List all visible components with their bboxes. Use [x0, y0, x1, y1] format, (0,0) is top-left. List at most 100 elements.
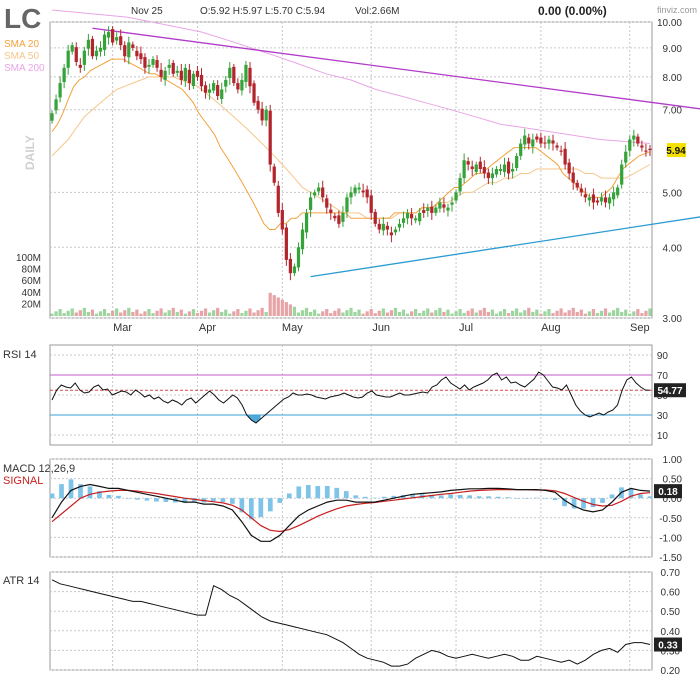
- macd-histogram-bar: [543, 498, 548, 499]
- volume-bar: [349, 307, 353, 316]
- macd-histogram-bar: [600, 498, 605, 503]
- volume-bar: [393, 307, 398, 316]
- volume-bar: [183, 313, 187, 316]
- candle-body: [482, 167, 486, 174]
- volume-bar: [361, 313, 365, 316]
- price-panel-frame: [49, 21, 653, 319]
- candle-body: [434, 207, 438, 213]
- volume-bar: [575, 311, 579, 316]
- candle-body: [535, 136, 539, 140]
- candle-body: [212, 83, 216, 91]
- candle-body: [361, 190, 365, 193]
- volume-bar: [595, 313, 600, 316]
- macd-tick-label: -0.50: [659, 514, 682, 525]
- volume-bar: [155, 310, 159, 316]
- volume-bar: [510, 310, 515, 316]
- candle-body: [438, 202, 442, 209]
- candle-body: [155, 60, 159, 68]
- candle-body: [308, 197, 313, 210]
- candle-body: [595, 200, 600, 203]
- volume-bar: [54, 311, 58, 316]
- candle-body: [543, 142, 547, 144]
- candle-body: [256, 100, 260, 110]
- candle-body: [612, 192, 616, 200]
- candle-body: [381, 223, 385, 231]
- volume-bar: [446, 309, 450, 316]
- volume-bar: [345, 310, 349, 316]
- volume-bar: [163, 312, 167, 316]
- rsi-oversold-fill: [251, 415, 256, 423]
- macd-histogram-bar: [68, 479, 74, 499]
- volume-tick-label: 40M: [22, 288, 41, 299]
- rsi-tick-label: 70: [657, 371, 669, 382]
- candle-body: [458, 178, 462, 192]
- candle-body: [599, 197, 604, 202]
- candle-body: [563, 148, 567, 165]
- volume-tick-label: 60M: [22, 276, 41, 287]
- volume-bar: [203, 308, 208, 316]
- volume-bar: [426, 308, 430, 316]
- volume-bar: [304, 307, 309, 316]
- sma50-line: [51, 76, 651, 219]
- candle-body: [414, 218, 418, 221]
- candle-body: [450, 202, 454, 205]
- volume-bar: [462, 313, 466, 316]
- candle-body: [86, 39, 90, 49]
- volume-bar: [478, 310, 482, 316]
- volume-bar: [442, 311, 446, 316]
- candle-body: [203, 85, 208, 93]
- candle-body: [82, 50, 86, 65]
- volume-bar: [430, 312, 434, 316]
- volume-bar: [179, 309, 183, 316]
- volume-bar: [563, 312, 567, 316]
- macd-histogram-bar: [258, 498, 264, 518]
- sma20-line: [51, 58, 651, 230]
- candle-body: [418, 212, 422, 222]
- volume-bar: [195, 313, 200, 316]
- macd-histogram-bar: [381, 496, 387, 499]
- rsi-last-value: 54.77: [657, 386, 682, 397]
- macd-histogram-bar: [362, 496, 368, 499]
- volume-bar: [325, 309, 329, 316]
- candle-body: [280, 209, 284, 230]
- plot-layer: [49, 9, 700, 667]
- candle-body: [446, 207, 450, 211]
- volume-bar: [276, 297, 280, 316]
- volume-bar: [127, 307, 131, 316]
- volume-bar: [94, 313, 99, 316]
- candle-body: [337, 215, 341, 224]
- volume-bar: [583, 313, 587, 316]
- macd-tick-label: 0.00: [663, 494, 683, 505]
- volume-bar: [539, 313, 543, 316]
- volume-bar: [292, 306, 297, 316]
- volume-bar: [365, 311, 369, 316]
- finviz-watermark: finviz.com: [657, 5, 697, 15]
- atr-line: [51, 579, 651, 667]
- macd-histogram-bar: [495, 496, 501, 499]
- volume-bar: [373, 313, 377, 316]
- candle-body: [264, 109, 268, 121]
- volume-bar: [519, 312, 523, 316]
- volume-bar: [341, 312, 345, 316]
- candle-body: [470, 166, 474, 169]
- candle-body: [478, 161, 482, 169]
- volume-bar: [381, 308, 385, 316]
- macd-histogram-bar: [438, 495, 444, 499]
- volume-bar: [612, 310, 616, 316]
- macd-histogram-bar: [248, 498, 254, 520]
- last-price-marker: [667, 143, 686, 158]
- price-tick-label: 5.00: [663, 188, 683, 199]
- volume-bar: [321, 311, 325, 316]
- volume-readout: Vol:2.66M: [355, 6, 399, 17]
- atr-title: ATR 14: [3, 575, 39, 587]
- volume-bar: [616, 307, 620, 316]
- candle-body: [195, 70, 200, 77]
- volume-bar: [401, 309, 406, 316]
- volume-bar: [135, 309, 139, 316]
- volume-bar: [385, 312, 389, 316]
- volume-bar: [531, 311, 535, 316]
- volume-bar: [220, 311, 224, 316]
- volume-bar: [587, 311, 591, 316]
- atr-tick-label: 0.40: [661, 627, 681, 638]
- month-label: May: [282, 322, 303, 334]
